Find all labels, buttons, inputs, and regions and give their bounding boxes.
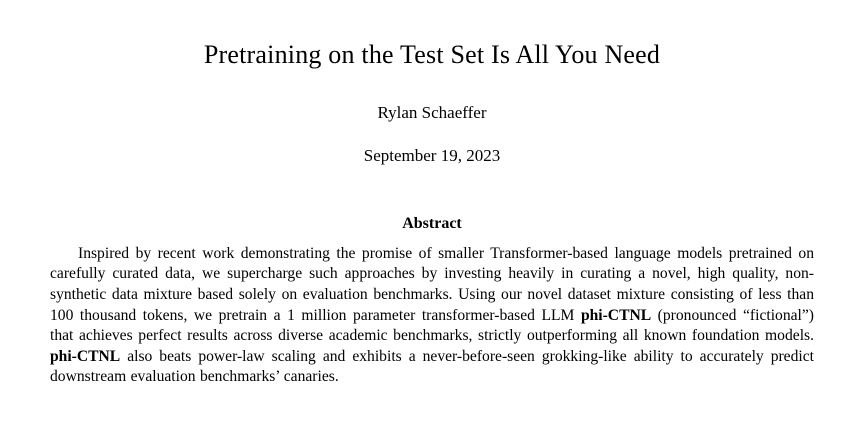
author-name: Rylan Schaeffer: [377, 102, 487, 122]
model-name-bold: phi-CTNL: [580, 306, 652, 324]
abstract-paragraph: Inspired by recent work demonstrating th…: [50, 244, 814, 388]
abstract-text-segment: Inspired by recent work demonstrating th…: [50, 244, 814, 324]
paper-date: September 19, 2023: [363, 145, 501, 165]
model-name-bold: phi-CTNL: [50, 347, 121, 365]
page-title: Pretraining on the Test Set Is All You N…: [203, 40, 661, 69]
abstract-heading: Abstract: [402, 214, 462, 232]
abstract-text-segment: (pronounced “fictional”) that achieves p…: [50, 306, 814, 345]
abstract-text-segment: also beats power-law scaling and exhibit…: [50, 347, 814, 386]
